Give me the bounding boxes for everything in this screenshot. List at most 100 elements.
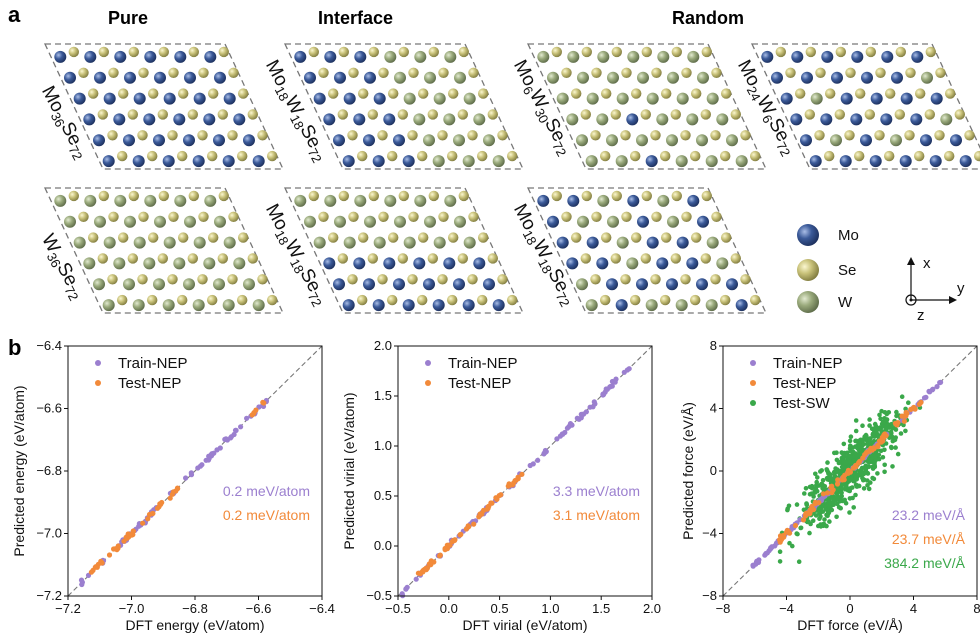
mo-atom: [566, 257, 579, 270]
se-atom: [580, 253, 591, 264]
se-atom: [358, 88, 369, 99]
data-point: [853, 428, 859, 434]
w-atom: [716, 113, 729, 126]
se-atom: [177, 150, 188, 162]
legend-label: Test-NEP: [773, 375, 836, 392]
data-point: [209, 451, 215, 457]
coordinate-axes-icon: x y z: [905, 255, 965, 324]
data-point: [587, 404, 593, 410]
mo-atom: [393, 134, 405, 147]
se-atom: [458, 190, 469, 202]
data-point: [862, 452, 868, 458]
w-atom: [645, 299, 658, 312]
w-atom: [132, 299, 145, 312]
y-tick-label: −6.6: [36, 401, 62, 416]
data-point: [249, 412, 255, 418]
data-point: [809, 485, 815, 491]
x-tick-label: 1.5: [592, 601, 610, 616]
se-atom: [944, 150, 955, 162]
se-atom: [680, 130, 691, 141]
w-atom: [433, 236, 446, 249]
se-atom: [97, 109, 109, 120]
axis-x-label: x: [923, 255, 931, 272]
se-atom: [630, 150, 641, 162]
se-atom: [914, 150, 925, 162]
se-atom: [671, 46, 682, 58]
data-point: [894, 422, 900, 428]
se-atom: [367, 253, 378, 264]
axis-z-label: z: [917, 307, 925, 324]
data-point: [157, 501, 163, 507]
mo-atom: [891, 71, 903, 84]
data-point: [832, 450, 837, 456]
w-atom: [423, 134, 435, 147]
se-atom: [247, 109, 258, 120]
mo-atom: [132, 155, 145, 168]
data-point: [853, 438, 859, 444]
se-atom: [507, 150, 518, 162]
data-point: [787, 530, 793, 536]
data-point: [827, 519, 832, 524]
se-atom: [640, 253, 651, 264]
data-point: [93, 564, 99, 570]
se-atom: [661, 232, 672, 243]
mo-atom: [851, 50, 864, 63]
se-atom: [740, 130, 751, 141]
se-atom: [915, 88, 926, 99]
se-atom: [581, 46, 592, 58]
se-atom: [690, 294, 701, 306]
mo-atom: [393, 278, 405, 291]
data-point: [824, 490, 831, 496]
mo-atom: [313, 92, 326, 105]
mo-atom: [353, 113, 366, 126]
data-point: [846, 453, 852, 459]
data-point: [506, 481, 512, 487]
mo-atom: [162, 155, 175, 168]
se-atom: [267, 294, 278, 306]
se-atom: [874, 130, 885, 141]
data-point: [818, 524, 824, 529]
w-atom: [313, 236, 326, 249]
data-point: [834, 514, 839, 520]
y-tick-label: 2.0: [374, 338, 392, 353]
se-atom: [701, 46, 712, 58]
data-point: [562, 429, 568, 436]
data-point: [843, 500, 849, 506]
data-point: [583, 409, 590, 415]
se-atom: [68, 190, 80, 202]
y-tick-label: 0: [710, 463, 717, 478]
se-atom: [417, 294, 428, 306]
data-point: [918, 399, 924, 405]
data-point: [154, 505, 161, 511]
se-atom: [148, 88, 159, 99]
mo-atom: [333, 134, 345, 147]
w-atom: [585, 155, 598, 168]
se-atom: [580, 109, 591, 120]
mo-atom: [627, 194, 640, 207]
mo-atom: [920, 134, 932, 147]
data-point: [446, 542, 452, 548]
data-point: [413, 576, 419, 582]
se-atom: [478, 88, 489, 99]
se-atom: [477, 294, 488, 306]
se-atom: [217, 109, 228, 120]
data-point: [901, 418, 908, 424]
w-atom: [413, 113, 426, 126]
se-atom: [418, 88, 429, 99]
se-atom: [308, 46, 319, 58]
title-random: Random: [672, 8, 744, 28]
mo-atom: [233, 113, 246, 126]
data-point: [753, 561, 759, 567]
mo-atom: [860, 134, 872, 147]
se-atom: [328, 232, 339, 243]
se-atom: [650, 130, 661, 141]
data-point: [820, 478, 826, 483]
mo-atom: [637, 215, 649, 228]
data-point: [809, 491, 814, 497]
mo-atom: [364, 71, 376, 84]
y-tick-label: −6.8: [36, 463, 62, 478]
se-atom: [895, 46, 906, 58]
mo-atom: [821, 50, 834, 63]
mo-atom: [790, 113, 803, 126]
se-atom: [721, 88, 732, 99]
